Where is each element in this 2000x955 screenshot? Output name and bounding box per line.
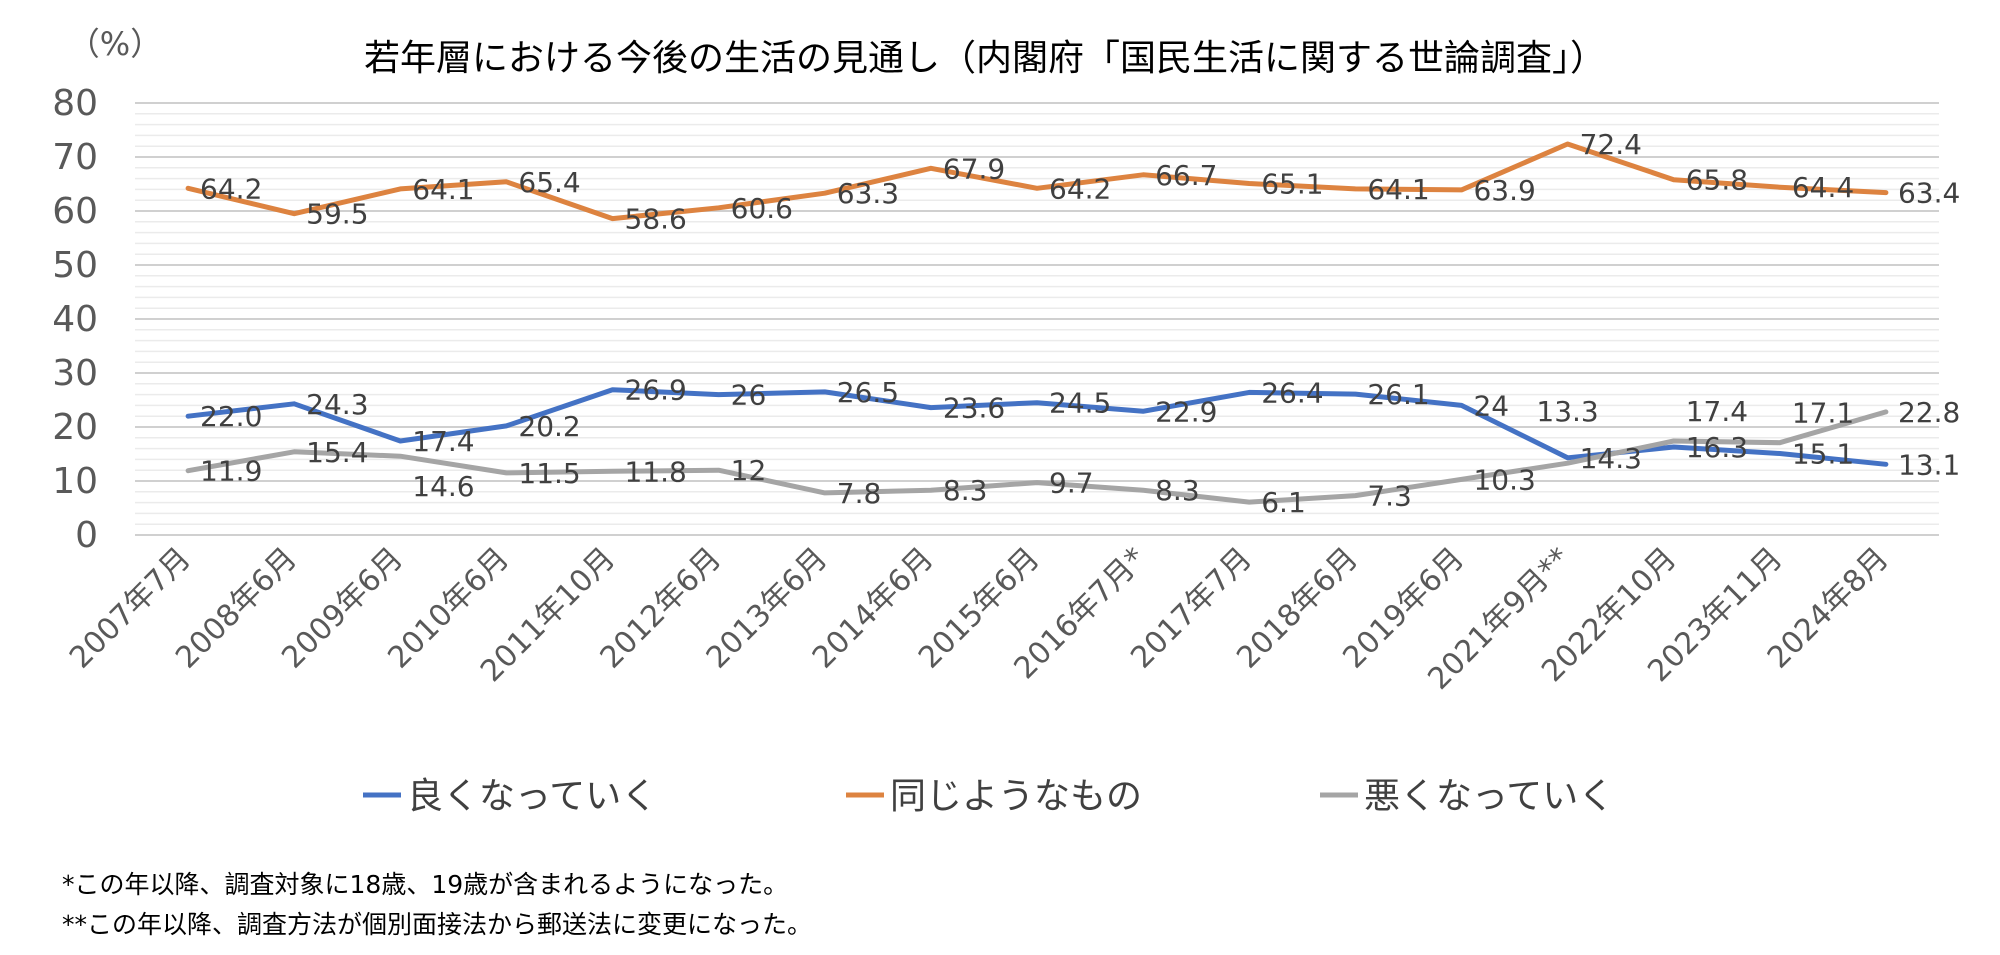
data-label: 65.1 xyxy=(1261,167,1323,200)
data-label: 9.7 xyxy=(1049,467,1094,500)
data-label: 20.2 xyxy=(518,410,580,443)
x-axis: 2007年7月2008年6月2009年6月2010年6月2011年10月2012… xyxy=(63,541,1896,697)
y-tick-label: 50 xyxy=(52,245,98,286)
data-label: 13.1 xyxy=(1898,448,1960,481)
data-labels: 22.0 24.3 17.4 20.2 26.9 26 26.5 23.6 24.5 22.9 26… xyxy=(200,128,1960,519)
data-label: 13.3 xyxy=(1536,395,1598,428)
data-label: 24 xyxy=(1473,389,1509,422)
gridlines xyxy=(135,102,1939,536)
y-tick-label: 20 xyxy=(52,407,98,448)
legend-label: 良くなっていく xyxy=(407,776,657,817)
data-label: 64.1 xyxy=(412,173,474,206)
footnote-1: *この年以降、調査対象に18歳、19歳が含まれるようになった。 xyxy=(62,870,788,899)
data-label: 64.1 xyxy=(1367,173,1429,206)
data-label: 58.6 xyxy=(625,203,687,236)
data-label: 12 xyxy=(731,454,767,487)
data-label: 64.2 xyxy=(1049,172,1111,205)
data-label: 67.9 xyxy=(943,152,1005,185)
data-label: 6.1 xyxy=(1261,486,1306,519)
legend-item: 悪くなっていく xyxy=(1320,776,1614,817)
legend-item: 同じようなもの xyxy=(846,776,1142,817)
data-label: 64.4 xyxy=(1792,171,1854,204)
data-label: 17.4 xyxy=(412,425,474,458)
chart-title: 若年層における今後の生活の見通し（内閣府「国民生活に関する世論調査」） xyxy=(364,38,1606,79)
data-label: 26.4 xyxy=(1261,376,1323,409)
data-label: 64.2 xyxy=(200,172,262,205)
footnote-2: **この年以降、調査方法が個別面接法から郵送法に変更になった。 xyxy=(62,910,812,939)
series-line xyxy=(185,141,1889,222)
legend: 良くなっていく 同じようなもの 悪くなっていく xyxy=(363,776,1614,817)
series-line xyxy=(185,409,1889,505)
data-label: 63.9 xyxy=(1473,174,1535,207)
data-label: 10.3 xyxy=(1473,463,1535,496)
data-label: 8.3 xyxy=(943,474,988,507)
data-label: 11.9 xyxy=(200,455,262,488)
data-label: 22.8 xyxy=(1898,396,1960,429)
data-label: 8.3 xyxy=(1155,474,1200,507)
legend-item: 良くなっていく xyxy=(363,776,657,817)
data-label: 23.6 xyxy=(943,392,1005,425)
legend-label: 悪くなっていく xyxy=(1364,776,1614,817)
data-label: 66.7 xyxy=(1155,159,1217,192)
y-tick-label: 30 xyxy=(52,353,98,394)
data-label: 72.4 xyxy=(1580,128,1642,161)
y-tick-label: 70 xyxy=(52,137,98,178)
data-label: 26.9 xyxy=(625,374,687,407)
data-label: 59.5 xyxy=(306,198,368,231)
y-tick-label: 80 xyxy=(52,83,98,124)
data-label: 22.0 xyxy=(200,400,262,433)
data-label: 7.3 xyxy=(1367,480,1412,513)
legend-label: 同じようなもの xyxy=(890,776,1142,817)
data-label: 24.5 xyxy=(1049,387,1111,420)
data-label: 15.4 xyxy=(306,436,368,469)
data-label: 26.1 xyxy=(1367,378,1429,411)
y-axis-unit: （%） xyxy=(68,25,162,63)
data-label: 63.4 xyxy=(1898,177,1960,210)
data-label: 11.5 xyxy=(518,457,580,490)
data-label: 14.3 xyxy=(1580,442,1642,475)
data-label: 26 xyxy=(731,379,767,412)
y-tick-label: 40 xyxy=(52,299,98,340)
data-label: 11.8 xyxy=(625,455,687,488)
data-label: 65.8 xyxy=(1686,164,1748,197)
data-label: 17.1 xyxy=(1792,397,1854,430)
data-label: 26.5 xyxy=(837,376,899,409)
data-label: 65.4 xyxy=(518,166,580,199)
data-label: 15.1 xyxy=(1792,437,1854,470)
y-tick-label: 10 xyxy=(52,461,98,502)
data-label: 22.9 xyxy=(1155,395,1217,428)
y-tick-label: 0 xyxy=(75,515,98,556)
data-label: 63.3 xyxy=(837,177,899,210)
data-label: 14.6 xyxy=(412,470,474,503)
series-lines xyxy=(185,141,1889,505)
data-label: 24.3 xyxy=(306,388,368,421)
data-label: 7.8 xyxy=(837,477,882,510)
y-tick-label: 60 xyxy=(52,191,98,232)
data-label: 16.3 xyxy=(1686,431,1748,464)
data-label: 60.6 xyxy=(731,192,793,225)
y-axis: 0 10 20 30 40 50 60 70 80 xyxy=(52,83,98,556)
data-label: 17.4 xyxy=(1686,395,1748,428)
